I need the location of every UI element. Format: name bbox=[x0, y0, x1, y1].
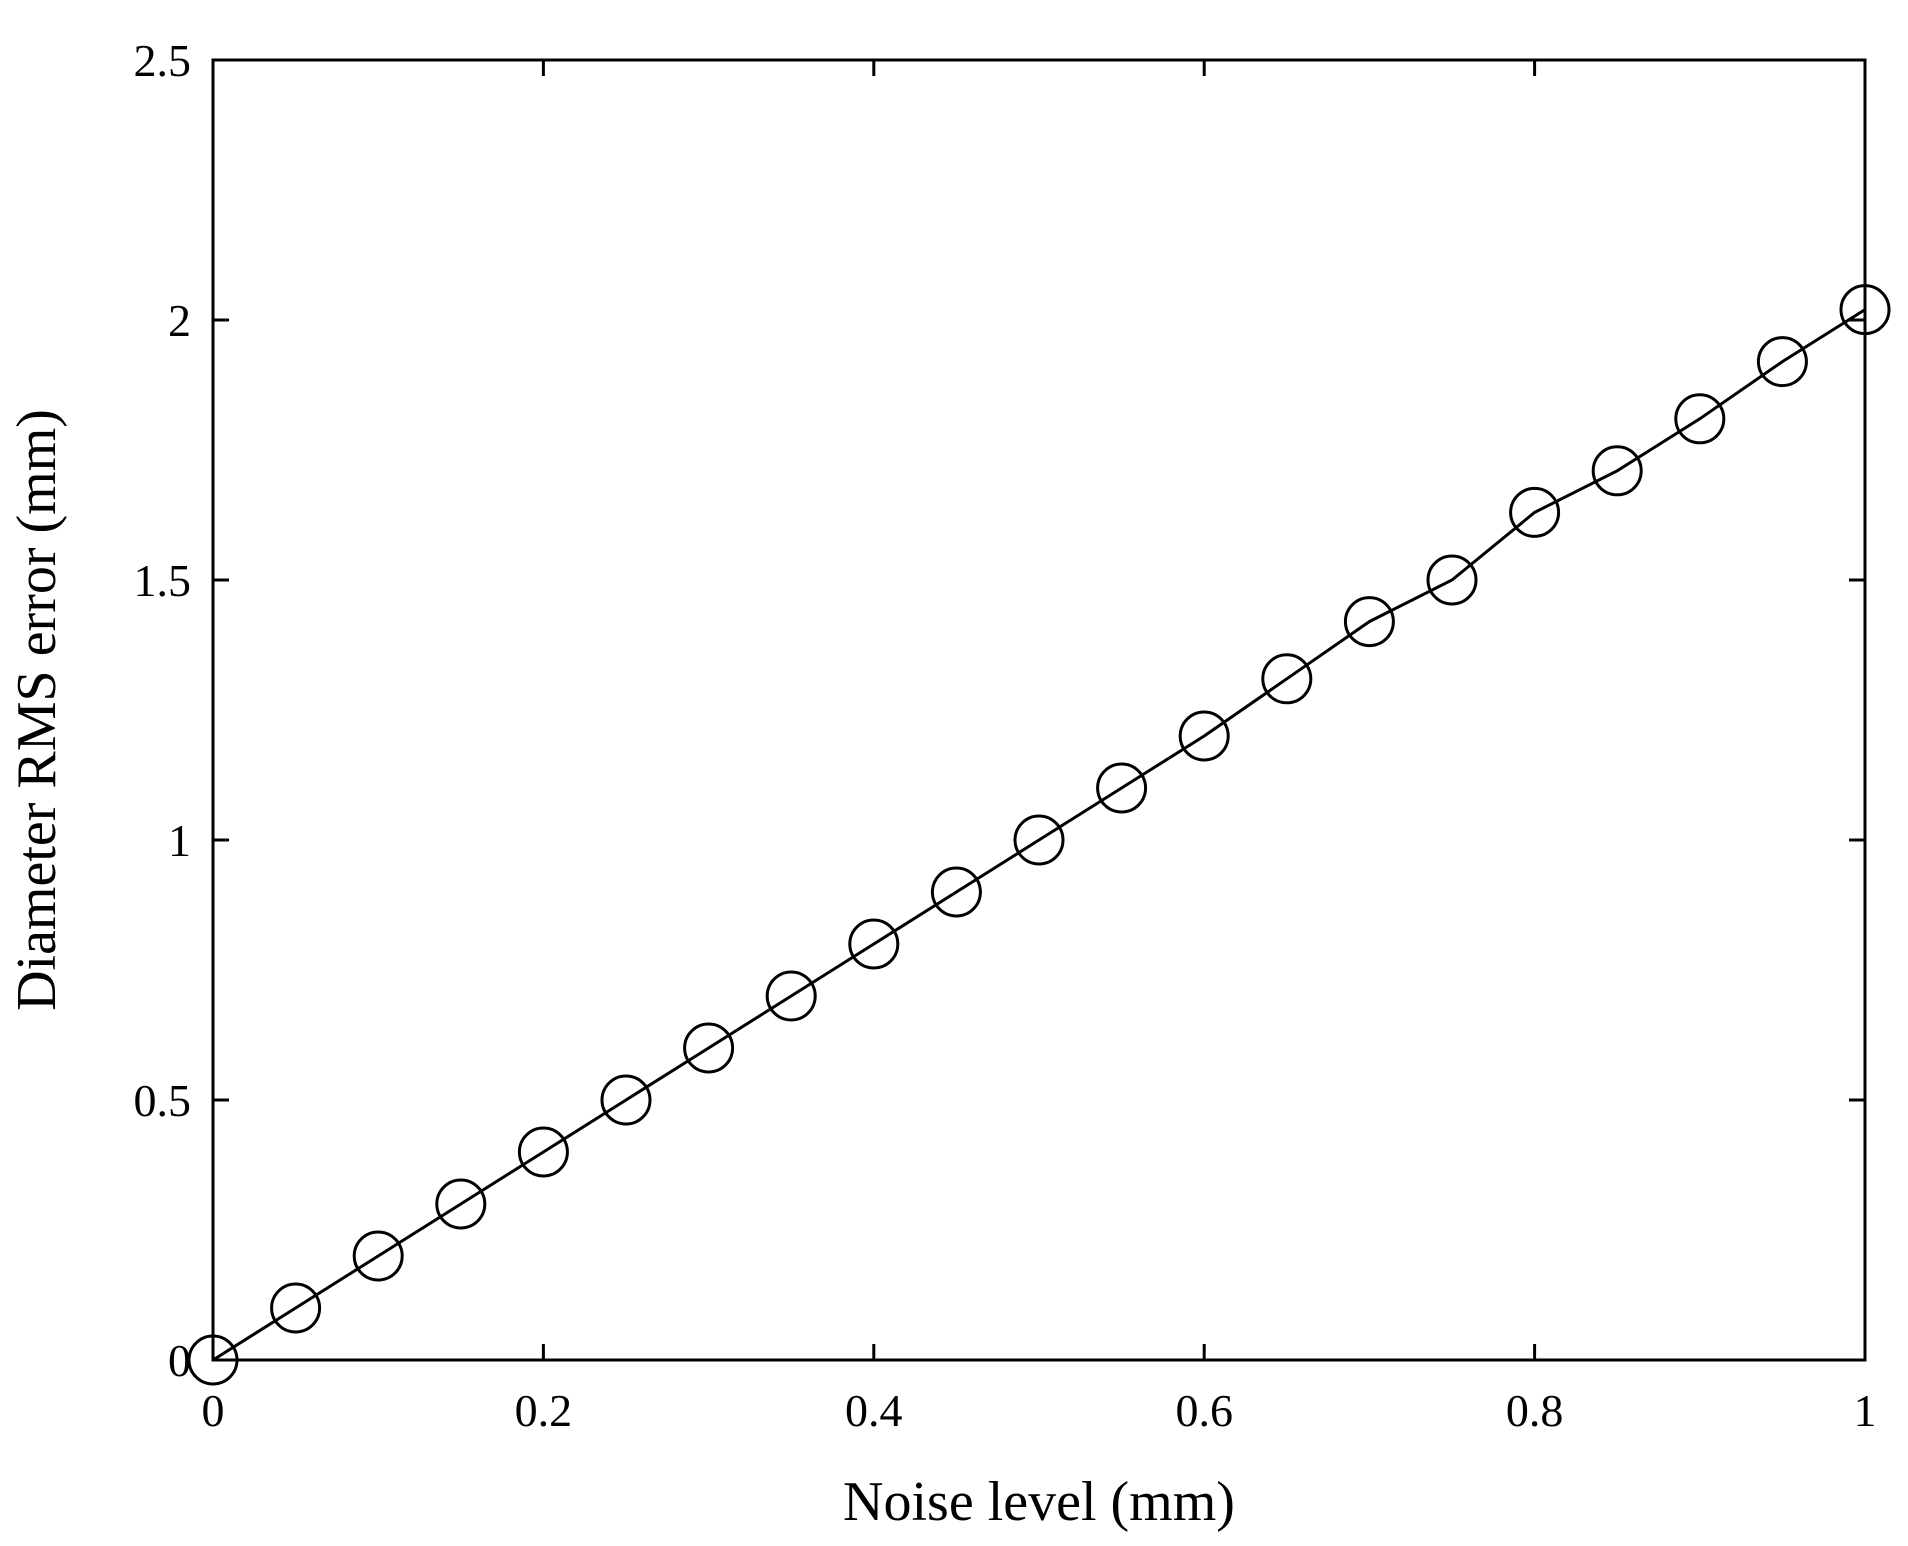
data-point bbox=[848, 918, 900, 970]
y-tick-label: 0.5 bbox=[134, 1075, 192, 1126]
data-point bbox=[270, 1282, 322, 1334]
y-tick-labels: 0 0.5 1 1.5 2 2.5 bbox=[134, 35, 192, 1386]
data-point bbox=[930, 866, 982, 918]
y-tick-label: 1.5 bbox=[134, 555, 192, 606]
x-tick-label: 0 bbox=[202, 1385, 225, 1436]
x-axis-title: Noise level (mm) bbox=[843, 1471, 1235, 1533]
series-line bbox=[212, 308, 1866, 1362]
data-point bbox=[600, 1074, 652, 1126]
y-tick-label: 2 bbox=[168, 295, 191, 346]
data-point bbox=[1674, 393, 1726, 445]
data-point bbox=[1261, 653, 1313, 705]
data-point bbox=[1756, 336, 1808, 388]
y-tick-label: 0 bbox=[168, 1335, 191, 1386]
y-tick-label: 1 bbox=[168, 815, 191, 866]
data-point bbox=[1839, 284, 1891, 336]
data-point bbox=[1343, 596, 1395, 648]
data-point bbox=[517, 1126, 569, 1178]
series-markers bbox=[187, 284, 1891, 1386]
data-point bbox=[1509, 486, 1561, 538]
axis-ticks bbox=[211, 58, 1867, 1362]
x-tick-label: 0.2 bbox=[515, 1385, 573, 1436]
x-tick-label: 0.8 bbox=[1506, 1385, 1564, 1436]
data-point bbox=[1096, 762, 1148, 814]
data-point bbox=[1178, 710, 1230, 762]
data-point bbox=[1013, 814, 1065, 866]
data-point bbox=[187, 1334, 239, 1386]
data-point bbox=[765, 970, 817, 1022]
y-tick-label: 2.5 bbox=[134, 35, 192, 86]
x-tick-label: 0.6 bbox=[1175, 1385, 1233, 1436]
plot-frame bbox=[211, 58, 1867, 1362]
data-point bbox=[352, 1230, 404, 1282]
y-axis-title: Diameter RMS error (mm) bbox=[6, 409, 68, 1011]
data-point bbox=[683, 1022, 735, 1074]
x-tick-label: 1 bbox=[1854, 1385, 1877, 1436]
data-point bbox=[1591, 445, 1643, 497]
x-tick-labels: 0 0.2 0.4 0.6 0.8 1 bbox=[202, 1385, 1877, 1436]
data-point bbox=[435, 1178, 487, 1230]
x-tick-label: 0.4 bbox=[845, 1385, 903, 1436]
data-point bbox=[1426, 554, 1478, 606]
